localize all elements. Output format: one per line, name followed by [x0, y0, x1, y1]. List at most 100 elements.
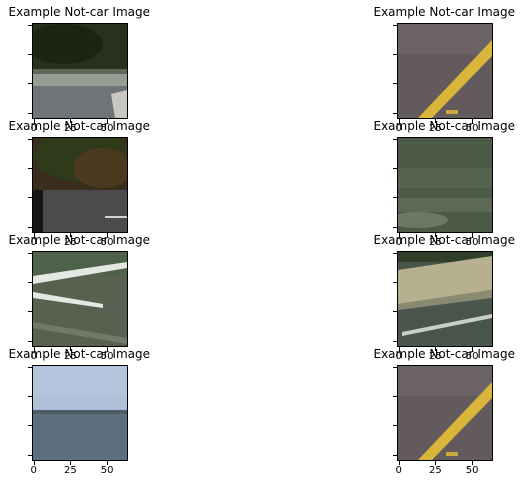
y-tick-mark — [28, 454, 32, 456]
x-tick-mark — [70, 347, 72, 351]
panel-title: Example Not-car Image — [8, 233, 151, 247]
x-tick-mark — [107, 233, 109, 237]
sky-treeline-image — [33, 366, 127, 460]
x-tick-mark — [107, 461, 109, 465]
y-tick-mark — [393, 282, 397, 284]
panel-image — [32, 23, 128, 119]
y-tick-mark — [393, 454, 397, 456]
x-tick-label: 25 — [429, 465, 442, 476]
x-tick-label: 0 — [395, 351, 402, 362]
y-tick-mark — [28, 54, 32, 56]
x-tick-label: 0 — [30, 123, 37, 134]
panel-image — [32, 137, 128, 233]
y-tick-mark — [28, 311, 32, 313]
concrete-barrier-image — [398, 252, 492, 346]
x-tick-mark — [33, 233, 35, 237]
y-tick-mark — [28, 340, 32, 342]
panel-image — [397, 23, 493, 119]
y-tick-mark — [393, 396, 397, 398]
x-tick-label: 25 — [64, 123, 77, 134]
y-tick-mark — [28, 252, 32, 254]
y-tick-mark — [393, 138, 397, 140]
panel-image — [32, 365, 128, 461]
x-tick-label: 50 — [100, 123, 114, 134]
x-tick-label: 50 — [465, 237, 479, 248]
x-tick-mark — [472, 233, 474, 237]
x-tick-mark — [435, 461, 437, 465]
y-tick-mark — [393, 112, 397, 114]
y-tick-mark — [393, 252, 397, 254]
x-tick-label: 0 — [30, 237, 37, 248]
x-tick-mark — [398, 347, 400, 351]
x-tick-mark — [33, 347, 35, 351]
y-tick-mark — [393, 340, 397, 342]
y-tick-mark — [393, 366, 397, 368]
y-tick-mark — [28, 83, 32, 85]
panel-title: Example Not-car Image — [373, 233, 516, 247]
y-tick-mark — [393, 24, 397, 26]
y-tick-mark — [28, 24, 32, 26]
x-tick-label: 50 — [465, 465, 479, 476]
y-tick-mark — [28, 396, 32, 398]
x-tick-mark — [70, 119, 72, 123]
x-tick-mark — [33, 119, 35, 123]
x-tick-label: 50 — [100, 351, 114, 362]
panel-title: Example Not-car Image — [8, 347, 151, 361]
x-tick-mark — [435, 119, 437, 123]
x-tick-mark — [70, 233, 72, 237]
x-tick-label: 25 — [429, 123, 442, 134]
x-tick-label: 25 — [64, 237, 77, 248]
y-tick-mark — [393, 168, 397, 170]
y-tick-mark — [28, 282, 32, 284]
x-tick-label: 25 — [64, 351, 77, 362]
x-tick-mark — [107, 119, 109, 123]
x-tick-label: 25 — [64, 465, 77, 476]
y-tick-mark — [28, 226, 32, 228]
x-tick-mark — [398, 461, 400, 465]
roadside-trees-image — [33, 138, 127, 232]
panel-title: Example Not-car Image — [8, 5, 151, 19]
y-tick-mark — [393, 226, 397, 228]
x-tick-mark — [472, 347, 474, 351]
x-tick-label: 0 — [30, 465, 37, 476]
panel-image — [397, 137, 493, 233]
panel-title: Example Not-car Image — [373, 347, 516, 361]
y-tick-mark — [28, 425, 32, 427]
x-tick-mark — [472, 119, 474, 123]
x-tick-label: 50 — [465, 123, 479, 134]
y-tick-mark — [28, 197, 32, 199]
asphalt-yellow-line-image — [398, 366, 492, 460]
road-guardrail-dark-image — [33, 24, 127, 118]
y-tick-mark — [393, 197, 397, 199]
y-tick-mark — [28, 112, 32, 114]
x-tick-label: 0 — [395, 465, 402, 476]
panel-image — [397, 365, 493, 461]
x-tick-label: 50 — [465, 351, 479, 362]
y-tick-mark — [393, 83, 397, 85]
x-tick-label: 25 — [429, 351, 442, 362]
asphalt-yellow-line-image — [398, 24, 492, 118]
road-white-markings-image — [33, 252, 127, 346]
panel-title: Example Not-car Image — [8, 119, 151, 133]
x-tick-label: 50 — [100, 465, 114, 476]
x-tick-label: 0 — [395, 237, 402, 248]
x-tick-mark — [472, 461, 474, 465]
x-tick-label: 50 — [100, 237, 114, 248]
green-blur-image — [398, 138, 492, 232]
x-tick-mark — [398, 119, 400, 123]
x-tick-mark — [435, 233, 437, 237]
y-tick-mark — [393, 54, 397, 56]
x-tick-label: 0 — [395, 123, 402, 134]
x-tick-label: 0 — [30, 351, 37, 362]
panel-image — [397, 251, 493, 347]
y-tick-mark — [393, 425, 397, 427]
x-tick-label: 25 — [429, 237, 442, 248]
x-tick-mark — [107, 347, 109, 351]
x-tick-mark — [70, 461, 72, 465]
y-tick-mark — [28, 366, 32, 368]
x-tick-mark — [435, 347, 437, 351]
x-tick-mark — [398, 233, 400, 237]
panel-title: Example Not-car Image — [373, 5, 516, 19]
y-tick-mark — [28, 168, 32, 170]
panel-image — [32, 251, 128, 347]
